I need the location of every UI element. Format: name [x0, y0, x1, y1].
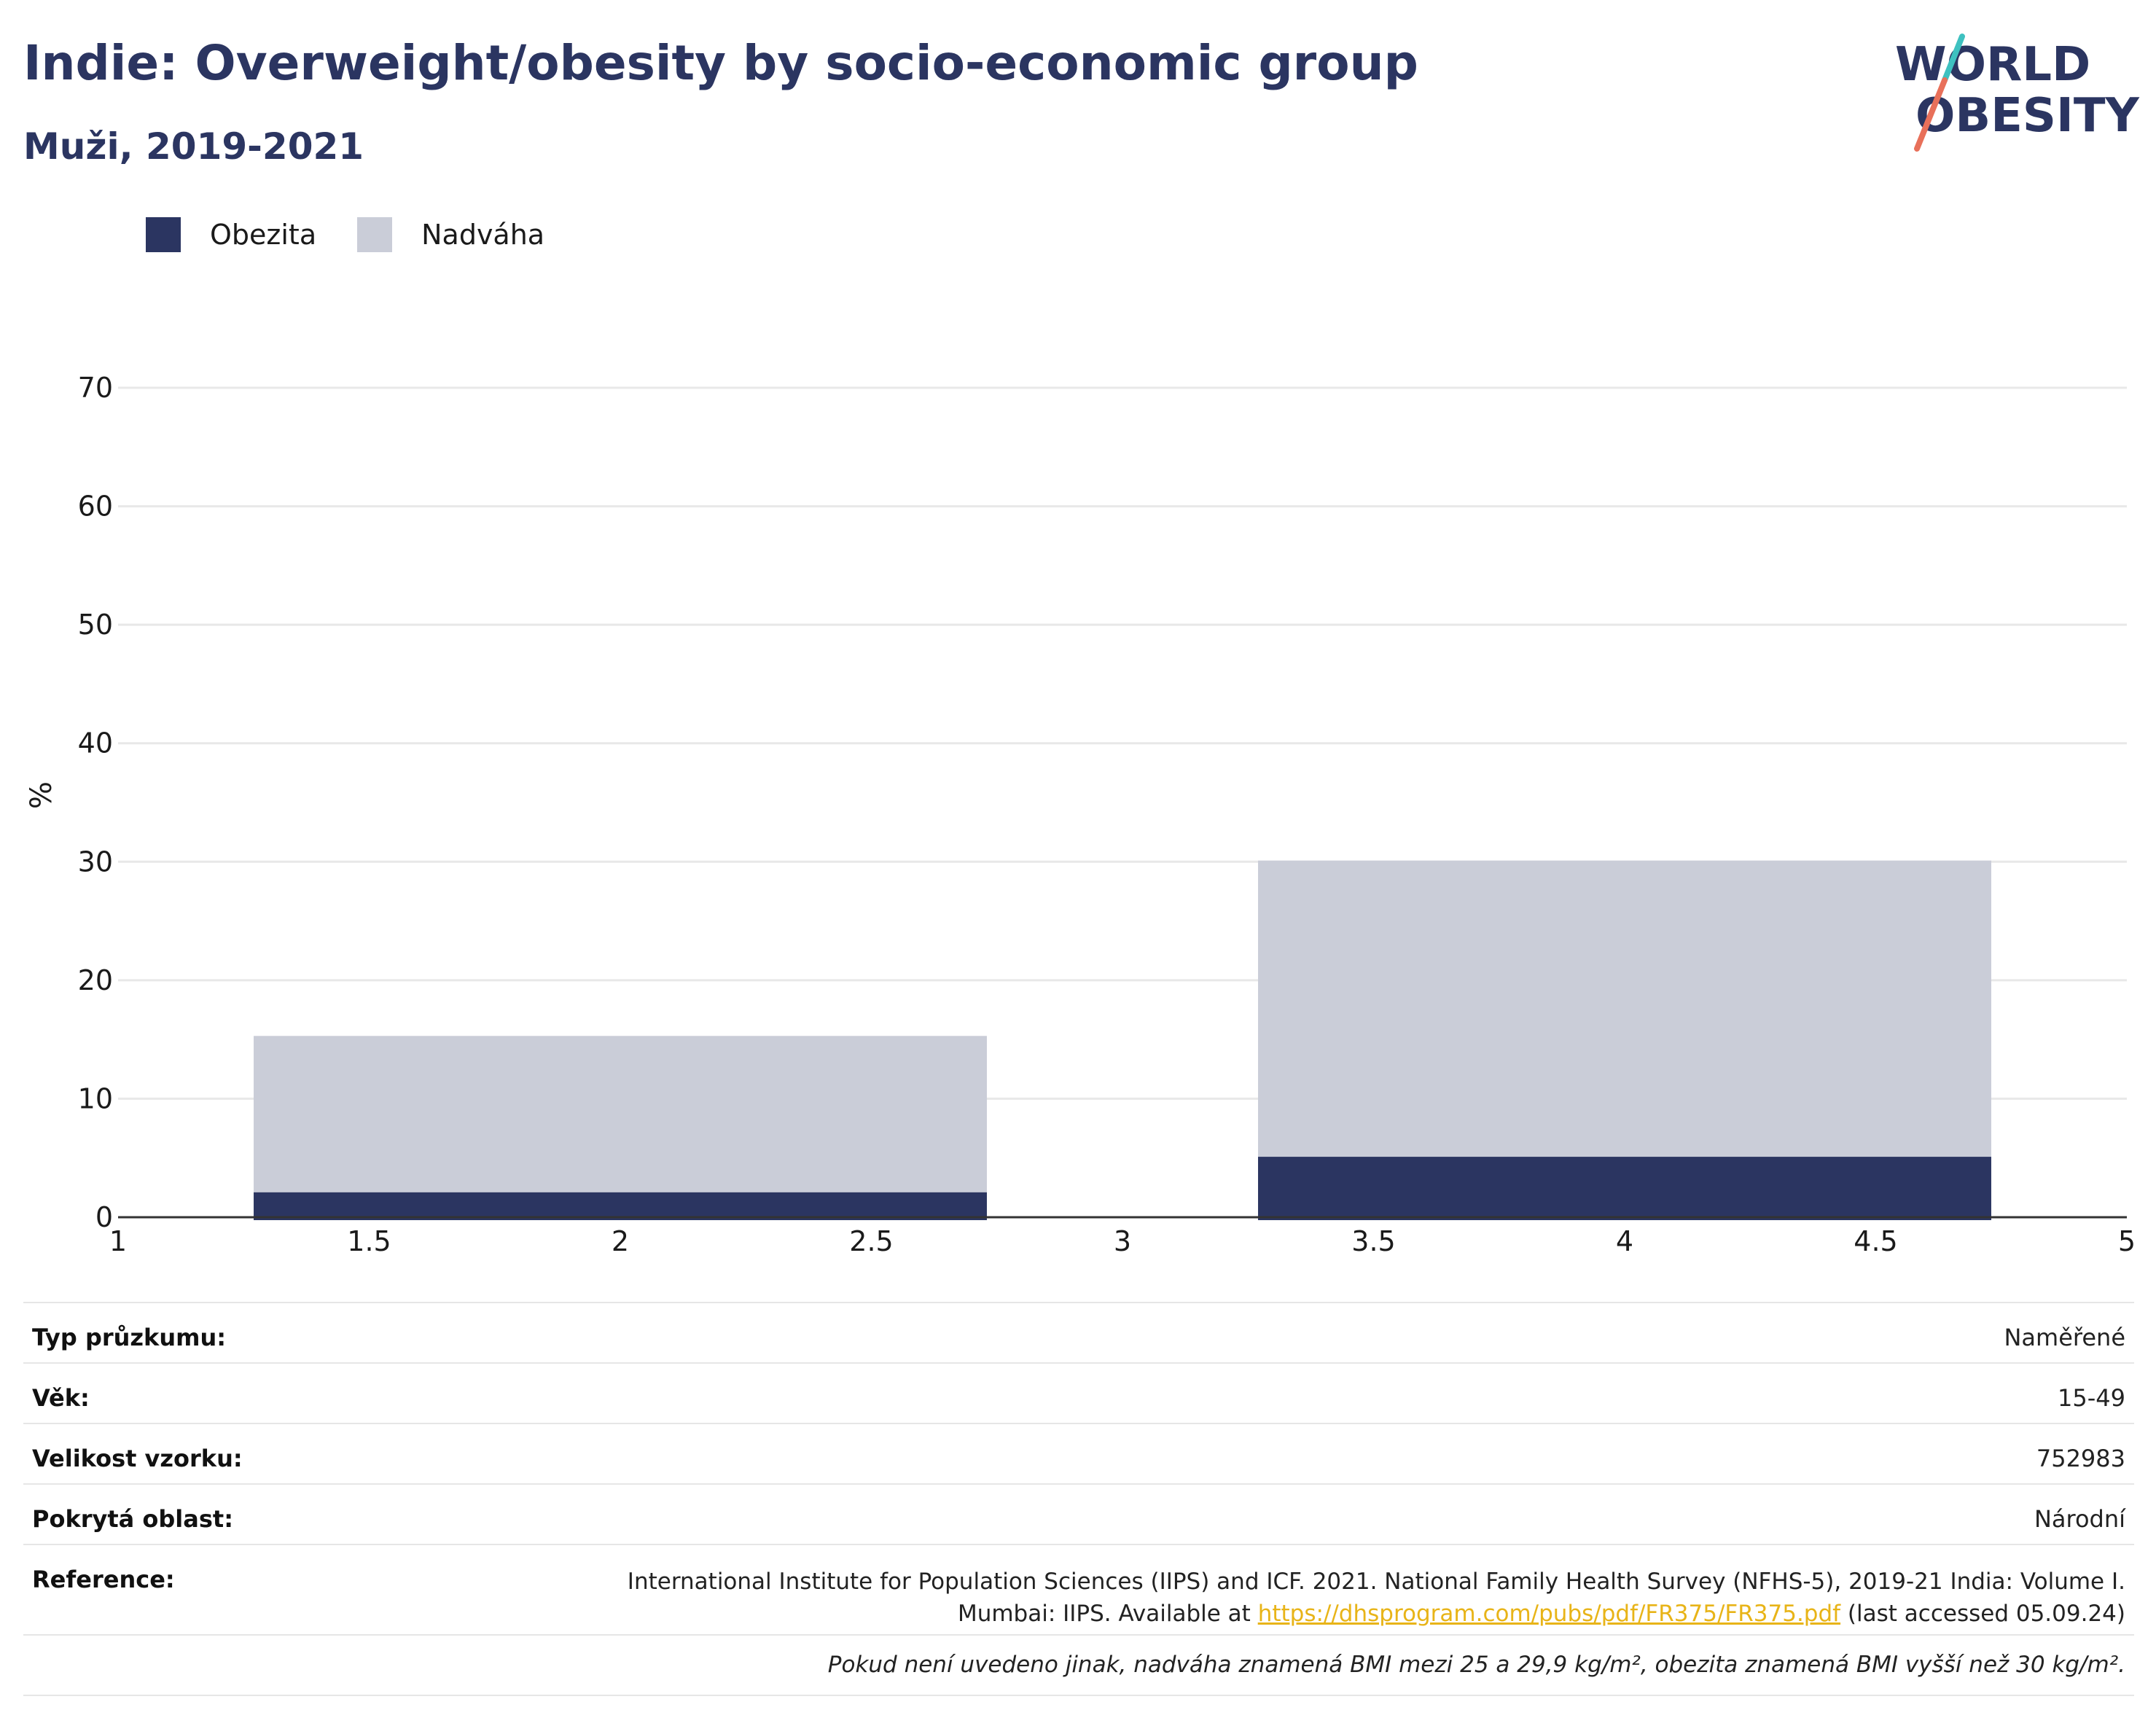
- bar-obesity-1[interactable]: [254, 1192, 987, 1220]
- reference-value: International Institute for Population S…: [628, 1566, 2125, 1630]
- bar-layer: [254, 860, 1991, 1220]
- legend-swatch-overweight: [357, 217, 393, 252]
- sample-size-label: Velikost vzorku:: [32, 1445, 243, 1472]
- reference-label: Reference:: [32, 1566, 175, 1593]
- y-tick-label: 40: [78, 727, 113, 759]
- footnote-row: Pokud není uvedeno jinak, nadváha znamen…: [23, 1636, 2134, 1696]
- sample-size-value: 752983: [2036, 1445, 2125, 1472]
- x-tick-label: 5: [2118, 1225, 2136, 1257]
- page-title: Indie: Overweight/obesity by socio-econo…: [23, 35, 1418, 91]
- logo-line-2: OBESITY: [1915, 89, 2139, 143]
- x-tick-label: 4.5: [1854, 1225, 1897, 1257]
- x-tick-label: 2.5: [849, 1225, 893, 1257]
- bar-overweight-1[interactable]: [254, 1036, 987, 1217]
- x-tick-label: 3.5: [1351, 1225, 1395, 1257]
- area-value: Národní: [2034, 1505, 2125, 1533]
- info-row-survey-type: Typ průzkumu: Naměřené: [23, 1303, 2134, 1364]
- y-tick-label: 50: [78, 609, 113, 641]
- y-tick-label: 30: [78, 845, 113, 878]
- age-label: Věk:: [32, 1384, 90, 1412]
- x-tick-label: 1: [109, 1225, 127, 1257]
- x-tick-label: 2: [612, 1225, 629, 1257]
- area-label: Pokrytá oblast:: [32, 1505, 233, 1533]
- survey-type-label: Typ průzkumu:: [32, 1324, 227, 1351]
- logo-slash-coral: [1914, 77, 1948, 152]
- axis-layer: 0 10 20 30 40 50 60 70 1 1.5 2 2.5 3 3.5 4 4.5 5%: [25, 372, 2136, 1257]
- y-tick-label: 60: [78, 491, 113, 523]
- y-tick-label: 70: [78, 372, 113, 404]
- age-value: 15-49: [2058, 1384, 2125, 1412]
- info-row-sample-size: Velikost vzorku: 752983: [23, 1424, 2134, 1485]
- legend-swatch-obesity: [146, 217, 181, 252]
- x-tick-label: 3: [1114, 1225, 1131, 1257]
- world-obesity-logo: WORLD OBESITY: [1895, 34, 2139, 152]
- bmi-footnote: Pokud není uvedeno jinak, nadváha znamen…: [827, 1652, 2125, 1678]
- x-tick-label: 1.5: [347, 1225, 391, 1257]
- info-table: Typ průzkumu: Naměřené Věk: 15-49 Veliko…: [23, 1302, 2134, 1696]
- y-axis-label: %: [25, 781, 58, 809]
- legend-label-obesity: Obezita: [210, 219, 317, 251]
- info-row-area: Pokrytá oblast: Národní: [23, 1485, 2134, 1545]
- info-row-reference: Reference: International Institute for P…: [23, 1545, 2134, 1636]
- logo-line-1: WORLD: [1895, 38, 2090, 92]
- page-subtitle: Muži, 2019-2021: [23, 125, 364, 168]
- legend-item-overweight[interactable]: Nadváha: [357, 217, 544, 252]
- reference-prefix: Mumbai: IIPS. Available at: [957, 1601, 1258, 1627]
- bar-obesity-2[interactable]: [1258, 1157, 1991, 1220]
- survey-type-value: Naměřené: [2004, 1324, 2125, 1351]
- reference-link[interactable]: https://dhsprogram.com/pubs/pdf/FR375/FR…: [1257, 1601, 1841, 1627]
- legend-item-obesity[interactable]: Obezita: [146, 217, 316, 252]
- bar-chart: 0 10 20 30 40 50 60 70 1 1.5 2 2.5 3 3.5 4 4.5 5%: [25, 372, 2136, 1257]
- y-tick-label: 20: [78, 964, 113, 996]
- reference-suffix: (last accessed 05.09.24): [1840, 1601, 2125, 1627]
- reference-line-1: International Institute for Population S…: [627, 1569, 2125, 1595]
- x-tick-label: 4: [1616, 1225, 1633, 1257]
- y-tick-label: 0: [95, 1201, 113, 1233]
- reference-line-2: Mumbai: IIPS. Available at https://dhspr…: [628, 1598, 2125, 1630]
- logo-slash-teal: [1942, 34, 1965, 83]
- chart-legend: Obezita Nadváha: [146, 216, 585, 254]
- legend-label-overweight: Nadváha: [421, 219, 545, 251]
- info-row-age: Věk: 15-49: [23, 1364, 2134, 1424]
- y-tick-label: 10: [78, 1082, 113, 1114]
